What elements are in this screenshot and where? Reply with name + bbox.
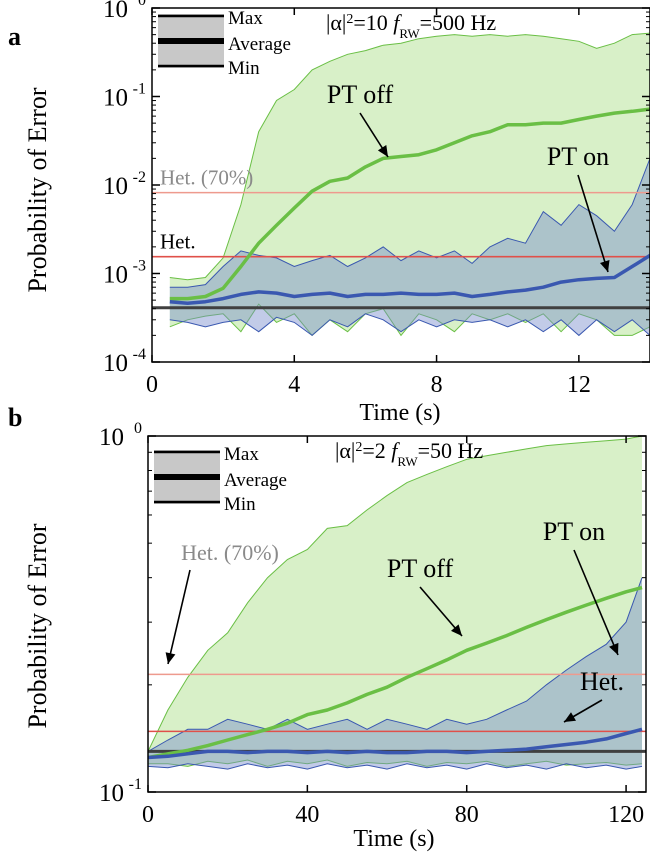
panel-label-a: a	[8, 22, 21, 51]
y-tick-label: 10	[103, 0, 128, 23]
legend-max-label: Max	[224, 444, 259, 465]
x-tick-label: 4	[288, 372, 300, 398]
y-tick-label: 10	[103, 85, 128, 112]
band-pt-off	[169, 33, 650, 336]
ref-line-label-0: Het. (70%)	[160, 166, 253, 190]
plot-area-b: 0 40 80 120 10 0 10 -1 Max Average Min |α|2=2 fRW=5…	[99, 420, 647, 828]
avg-line-pt-off	[169, 107, 650, 301]
band-pt-off	[148, 436, 642, 767]
max-line-pt-on	[148, 577, 643, 752]
legend-min-label: Min	[228, 58, 260, 79]
x-tick-label: 0	[146, 372, 158, 398]
y-tick-exponent: 0	[134, 420, 142, 437]
y-tick-exponent: -3	[133, 258, 146, 275]
x-axis-label-a: Time (s)	[359, 400, 440, 426]
min-line-pt-off	[169, 303, 650, 337]
annotation-arrow-shaft	[167, 569, 191, 665]
band-pt-on	[169, 158, 650, 336]
min-line-pt-on	[148, 763, 643, 770]
max-line-pt-off	[169, 32, 650, 281]
panel-title: |α|2=2 fRW=50 Hz	[335, 438, 483, 469]
legend-max-label: Max	[228, 8, 263, 29]
y-tick-exponent: 0	[138, 0, 146, 9]
annotation-label: PT off	[387, 554, 454, 583]
annotation-arrow-head	[165, 652, 176, 664]
y-tick-label: 10	[99, 780, 124, 807]
legend-min-label: Min	[224, 494, 256, 515]
plot-clip-group	[148, 436, 646, 770]
panel-a: a Probability of Error Time (s) Het. (70…	[8, 0, 650, 426]
legend-average-label: Average	[224, 470, 287, 491]
annotation-arrow-head	[609, 642, 619, 655]
x-tick-label: 120	[608, 802, 644, 828]
title-part: |α|	[326, 10, 346, 35]
band-pt-on	[148, 577, 642, 770]
y-tick-label: 10	[99, 424, 124, 451]
title-part: =50 Hz	[418, 438, 484, 463]
max-line-pt-off	[148, 436, 643, 752]
panel-b: b Probability of Error Time (s) 0 40 80 120…	[8, 403, 647, 852]
title-part: 2	[346, 12, 353, 27]
ref-line-label-1: Het.	[160, 230, 196, 254]
plot-clip-group	[152, 32, 650, 337]
annotation-arrow-shaft	[577, 174, 609, 273]
plot-area-a: Het. (70%) Het. 0 4 8 12 10 0 10 -1 10 -2 10 -3 10 -4 Ma…	[103, 0, 650, 398]
axes-frame	[147, 435, 647, 793]
x-axis-label-b: Time (s)	[353, 826, 434, 852]
min-line-pt-on	[169, 313, 650, 337]
y-tick-label: 10	[103, 173, 128, 200]
x-tick-label: 40	[295, 802, 319, 828]
title-part: 2	[355, 440, 362, 455]
legend-average-label: Average	[228, 34, 291, 55]
annotation-label: Het.	[580, 667, 624, 696]
annotation-label: PT on	[543, 517, 605, 546]
y-tick-exponent: -4	[133, 346, 146, 363]
annotation-label: PT on	[547, 142, 609, 171]
avg-line-pt-off	[148, 585, 643, 760]
y-tick-label: 10	[103, 350, 128, 377]
annotation-arrow-head	[600, 260, 610, 272]
avg-line-pt-on	[169, 253, 650, 306]
panel-title: |α|2=10 fRW=500 Hz	[326, 10, 496, 41]
y-axis-label-b: Probability of Error	[23, 523, 52, 728]
avg-line-pt-on	[148, 727, 643, 760]
x-tick-label: 8	[431, 372, 443, 398]
annotation-arrow-head	[377, 145, 388, 157]
y-tick-exponent: -2	[133, 169, 146, 186]
annotation-arrow-shaft	[573, 549, 619, 656]
x-tick-label: 12	[567, 372, 591, 398]
title-part: f	[391, 438, 400, 463]
x-tick-label: 80	[455, 802, 479, 828]
y-tick-exponent: -1	[133, 81, 146, 98]
annotation-arrow-head	[451, 624, 462, 636]
title-part: |α|	[335, 438, 355, 463]
y-tick-exponent: -1	[129, 776, 142, 793]
title-part: =10	[353, 10, 393, 35]
panel-label-b: b	[8, 403, 22, 432]
title-part: RW	[399, 26, 420, 41]
y-axis-label-a: Probability of Error	[23, 87, 52, 292]
title-part: f	[393, 10, 402, 35]
annotation-label: Het. (70%)	[181, 540, 279, 565]
title-part: =2	[362, 438, 391, 463]
annotation-arrow-head	[564, 712, 576, 722]
y-tick-label: 10	[103, 262, 128, 289]
title-part: RW	[397, 454, 418, 469]
x-tick-label: 0	[142, 802, 154, 828]
annotation-label: PT off	[327, 80, 394, 109]
title-part: =500 Hz	[420, 10, 497, 35]
